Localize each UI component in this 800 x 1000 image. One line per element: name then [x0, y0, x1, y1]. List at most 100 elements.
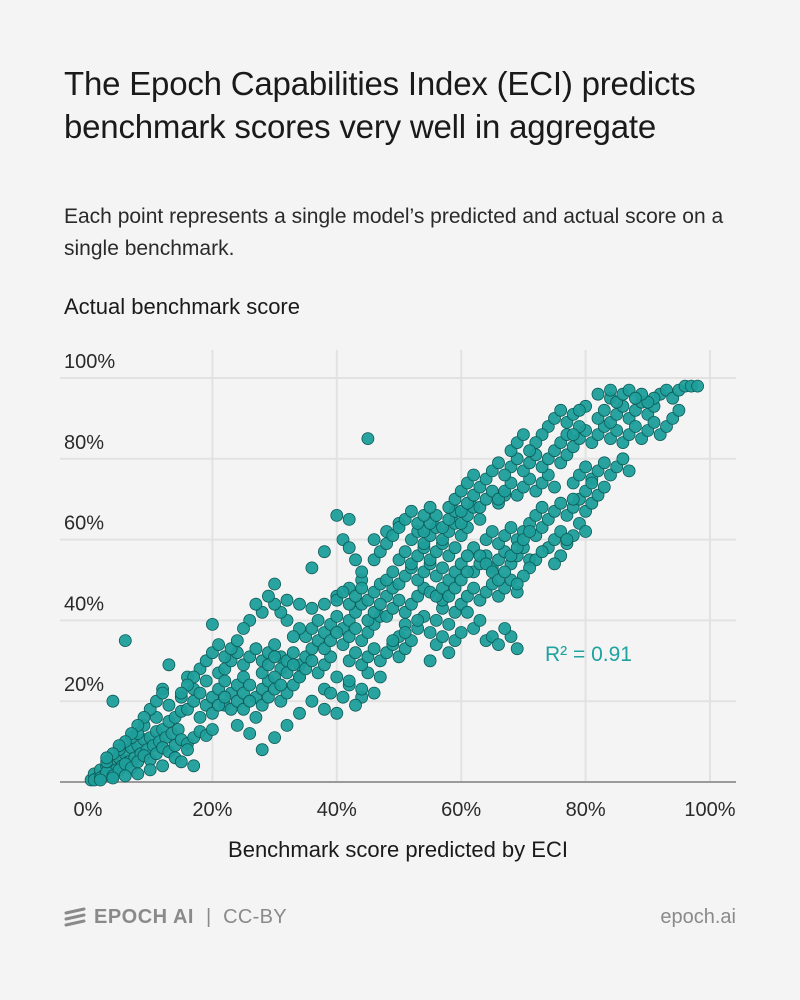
- data-point: [243, 694, 257, 708]
- data-point: [330, 626, 344, 639]
- data-point: [317, 702, 331, 716]
- brand-name: EPOCH AI: [94, 905, 194, 928]
- data-point: [485, 525, 499, 538]
- data-point: [293, 597, 306, 611]
- data-point: [330, 706, 344, 720]
- data-point: [585, 476, 599, 490]
- data-point: [311, 613, 325, 627]
- data-point: [404, 504, 418, 518]
- site-link[interactable]: epoch.ai: [660, 905, 736, 928]
- data-point: [523, 525, 536, 538]
- y-axis-label: Actual benchmark score: [64, 294, 300, 319]
- data-point: [212, 638, 226, 652]
- y-tick-label: 80%: [64, 432, 104, 454]
- footer: EPOCH AI | CC-BY epoch.ai: [64, 901, 736, 933]
- data-point: [131, 767, 145, 781]
- data-point: [187, 759, 201, 773]
- data-point: [629, 391, 642, 405]
- data-point: [398, 545, 412, 559]
- data-point: [566, 428, 580, 441]
- data-point: [156, 686, 170, 700]
- data-point: [342, 541, 356, 555]
- data-point: [261, 589, 275, 603]
- data-point: [342, 674, 356, 688]
- grid-lines: [60, 350, 736, 783]
- data-point: [218, 690, 232, 704]
- scatter-chart: 20% 40% 60% 80% 100% 0% 20% 40% 60% 80% 100% R² = …: [60, 350, 736, 862]
- data-point: [237, 622, 250, 635]
- data-point: [579, 460, 592, 474]
- data-point: [230, 634, 244, 648]
- data-point: [349, 698, 362, 712]
- data-point: [106, 771, 120, 785]
- data-point: [286, 658, 300, 672]
- data-point: [423, 626, 437, 639]
- data-point: [398, 626, 412, 639]
- data-point: [510, 642, 524, 656]
- data-point: [118, 769, 132, 783]
- data-point: [423, 500, 437, 514]
- data-point: [535, 500, 549, 514]
- data-point: [386, 565, 400, 579]
- data-point: [392, 593, 406, 607]
- r-squared-annotation: R² = 0.91: [545, 643, 632, 666]
- data-point: [560, 533, 574, 547]
- data-point: [591, 387, 605, 401]
- data-point: [442, 646, 456, 660]
- data-point: [367, 533, 381, 547]
- data-point: [373, 597, 387, 611]
- data-point: [243, 678, 257, 692]
- data-point: [467, 581, 481, 595]
- data-point: [604, 383, 617, 397]
- data-point: [218, 674, 232, 688]
- data-point: [243, 727, 257, 740]
- data-point: [249, 710, 263, 724]
- data-point: [342, 512, 356, 526]
- data-point: [305, 561, 319, 575]
- data-point: [504, 521, 518, 534]
- data-point: [324, 686, 338, 700]
- x-tick-label: 60%: [441, 799, 481, 821]
- data-point: [498, 468, 512, 482]
- data-point: [286, 630, 300, 644]
- data-point: [691, 379, 704, 393]
- data-point: [535, 545, 549, 559]
- data-point: [199, 674, 213, 688]
- data-point: [492, 638, 505, 652]
- data-point: [517, 428, 530, 441]
- data-point: [597, 480, 611, 494]
- data-point: [473, 512, 487, 526]
- data-point: [467, 468, 481, 482]
- data-point: [355, 565, 369, 579]
- data-point: [174, 686, 188, 700]
- data-point: [498, 565, 512, 579]
- chart-subtitle: Each point represents a single model’s p…: [64, 205, 724, 260]
- data-point: [597, 403, 611, 417]
- data-point: [647, 416, 661, 429]
- data-point: [174, 755, 188, 769]
- data-point: [280, 593, 294, 607]
- axis-ticks: 20% 40% 60% 80% 100% 0% 20% 40% 60% 80% 100%: [64, 351, 736, 821]
- data-point: [100, 751, 114, 765]
- data-point: [143, 763, 157, 777]
- data-point: [436, 630, 449, 644]
- data-point: [268, 731, 282, 745]
- data-point: [423, 654, 437, 668]
- data-point: [460, 565, 474, 579]
- data-point: [268, 650, 282, 664]
- data-point: [498, 622, 512, 635]
- x-tick-label: 40%: [317, 799, 357, 821]
- data-point: [317, 597, 331, 611]
- data-point: [293, 706, 306, 720]
- data-point: [548, 557, 561, 571]
- data-point: [205, 723, 219, 736]
- y-tick-label: 60%: [64, 513, 104, 535]
- license-label: CC-BY: [223, 905, 287, 928]
- x-tick-label: 80%: [566, 799, 606, 821]
- data-point: [573, 403, 586, 417]
- y-tick-label: 40%: [64, 593, 104, 615]
- data-point: [355, 682, 369, 696]
- data-point: [510, 577, 524, 591]
- data-point: [249, 597, 263, 611]
- data-point: [330, 609, 344, 623]
